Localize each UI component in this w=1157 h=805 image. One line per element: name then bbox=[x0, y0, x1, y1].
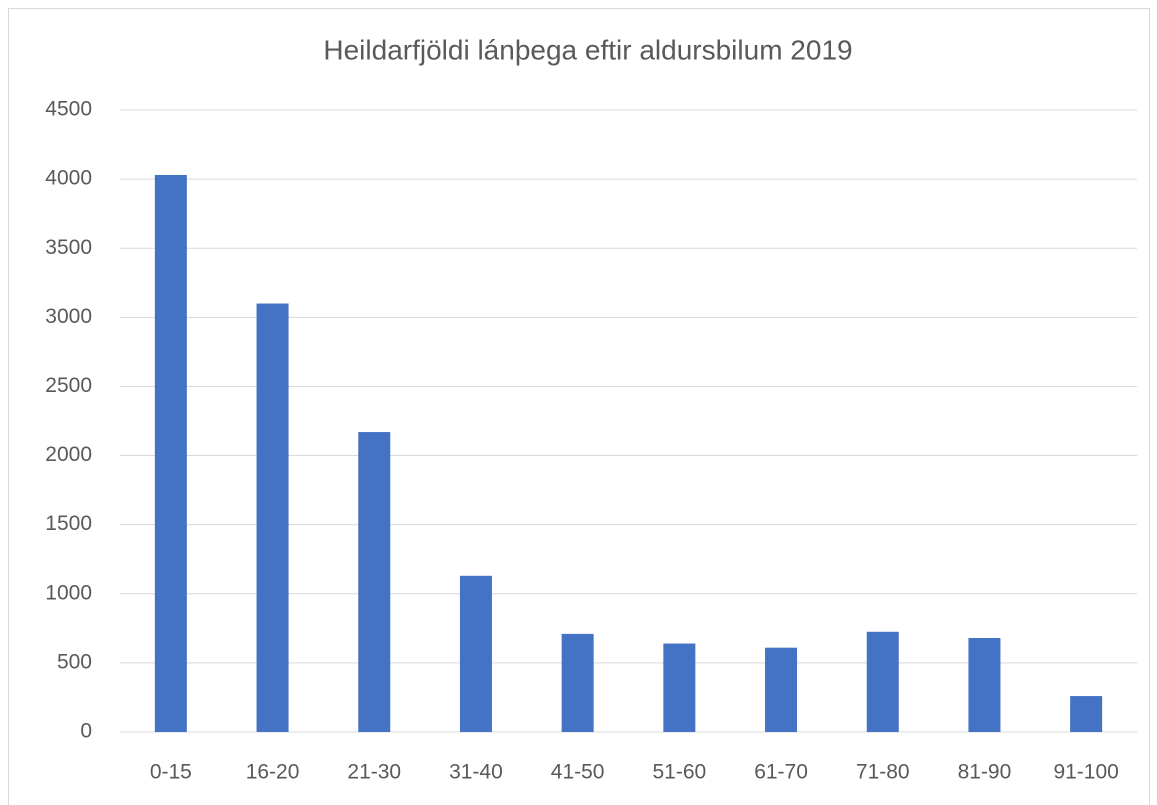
chart-title: Heildarfjöldi lánþega eftir aldursbilum … bbox=[323, 34, 852, 65]
bar bbox=[459, 575, 492, 732]
x-tick-label: 71-80 bbox=[856, 761, 910, 784]
y-tick-label: 1000 bbox=[45, 581, 92, 604]
bar bbox=[663, 643, 696, 732]
bar bbox=[256, 303, 289, 732]
y-tick-label: 3000 bbox=[45, 305, 92, 328]
x-tick-label: 51-60 bbox=[652, 761, 706, 784]
x-tick-label: 16-20 bbox=[246, 761, 300, 784]
bar bbox=[866, 631, 899, 732]
y-tick-label: 3500 bbox=[45, 236, 92, 259]
bar bbox=[1070, 696, 1103, 732]
y-tick-label: 4000 bbox=[45, 167, 92, 190]
x-tick-label: 31-40 bbox=[449, 761, 503, 784]
y-tick-label: 4500 bbox=[45, 98, 92, 121]
y-tick-label: 1500 bbox=[45, 512, 92, 535]
x-tick-label: 41-50 bbox=[551, 761, 605, 784]
x-tick-label: 0-15 bbox=[150, 761, 192, 784]
bar bbox=[561, 633, 594, 732]
x-tick-label: 21-30 bbox=[347, 761, 401, 784]
y-tick-label: 2500 bbox=[45, 374, 92, 397]
bar bbox=[358, 432, 391, 732]
bar bbox=[154, 174, 187, 732]
y-tick-label: 0 bbox=[80, 720, 92, 743]
x-tick-label: 81-90 bbox=[958, 761, 1012, 784]
y-tick-label: 500 bbox=[57, 650, 92, 673]
bar bbox=[765, 647, 798, 732]
x-tick-label: 91-100 bbox=[1053, 761, 1118, 784]
x-tick-label: 61-70 bbox=[754, 761, 808, 784]
bar bbox=[968, 638, 1001, 732]
y-tick-label: 2000 bbox=[45, 443, 92, 466]
